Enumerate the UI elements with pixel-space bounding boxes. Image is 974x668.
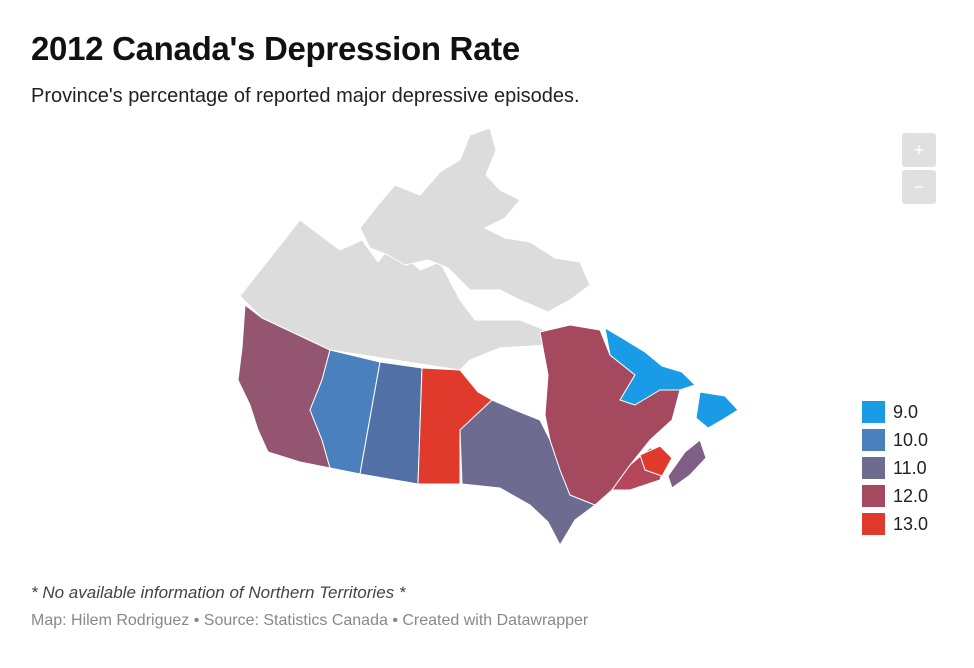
legend-item: 11.0 <box>862 454 928 482</box>
legend-label: 13.0 <box>893 513 929 534</box>
zoom-in-button[interactable]: + <box>902 133 936 167</box>
legend-label: 9.0 <box>893 401 919 422</box>
map-legend: 9.0 10.0 11.0 12.0 13.0 <box>862 398 928 538</box>
legend-label: 10.0 <box>893 429 929 450</box>
legend-label: 11.0 <box>893 457 927 478</box>
region-ontario[interactable] <box>459 399 596 546</box>
legend-swatch <box>862 429 885 451</box>
legend-item: 12.0 <box>862 482 928 510</box>
legend-swatch <box>862 457 885 479</box>
region-nova-scotia[interactable] <box>667 439 707 489</box>
region-arctic-islands[interactable] <box>359 127 591 313</box>
legend-item: 13.0 <box>862 510 928 538</box>
region-prince-edward-island[interactable] <box>639 445 673 477</box>
legend-item: 9.0 <box>862 398 928 426</box>
region-newfoundland-labrador[interactable] <box>604 327 739 429</box>
legend-swatch <box>862 513 885 535</box>
legend-label: 12.0 <box>893 485 929 506</box>
legend-swatch <box>862 485 885 507</box>
map-title: 2012 Canada's Depression Rate <box>31 30 520 67</box>
zoom-out-button[interactable]: − <box>902 170 936 204</box>
map-subtitle: Province's percentage of reported major … <box>31 85 580 107</box>
legend-swatch <box>862 401 885 423</box>
footnote: * No available information of Northern T… <box>31 583 406 602</box>
legend-item: 10.0 <box>862 426 928 454</box>
credits-line: Map: Hilem Rodriguez • Source: Statistic… <box>31 612 589 629</box>
